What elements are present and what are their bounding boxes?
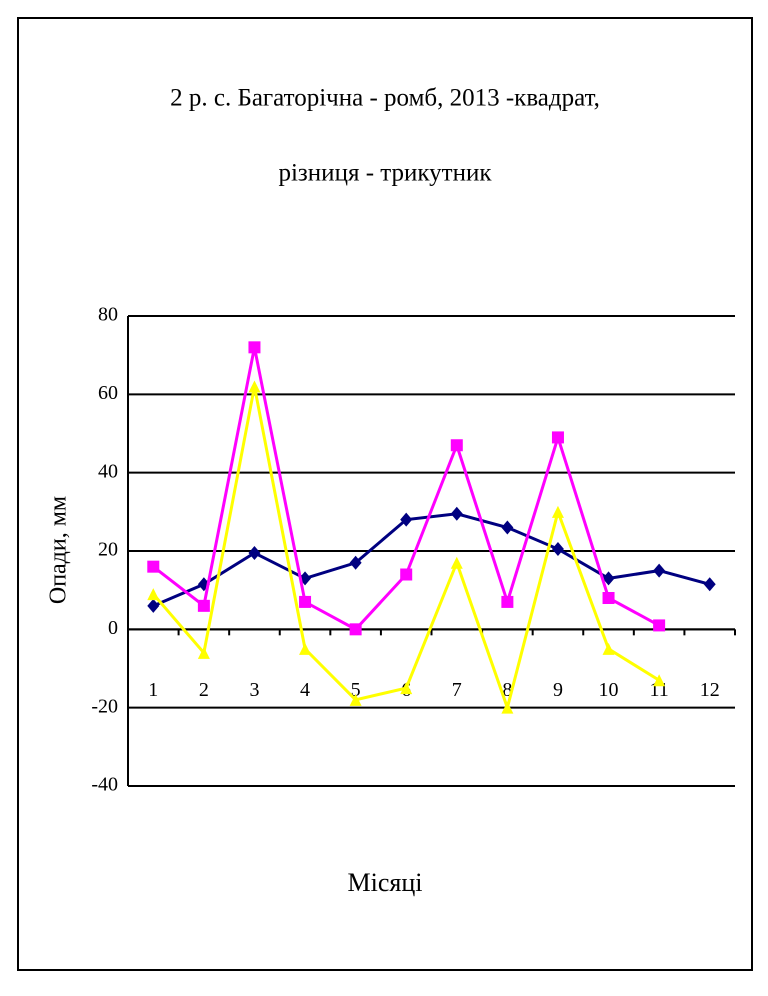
- x-tick-label: 8: [502, 679, 512, 701]
- y-tick-label: -40: [91, 774, 118, 796]
- marker: [602, 592, 615, 604]
- x-tick-label: 7: [452, 679, 462, 701]
- marker: [501, 701, 514, 714]
- x-tick-label: 9: [553, 679, 563, 701]
- marker: [400, 682, 413, 695]
- chart-frame: [17, 17, 753, 971]
- x-tick-label: 3: [249, 679, 259, 701]
- marker: [501, 520, 514, 535]
- x-tick-label: 1: [148, 679, 158, 701]
- y-axis-title: Опади, мм: [46, 496, 72, 604]
- marker: [349, 623, 362, 636]
- marker: [147, 598, 160, 613]
- x-tick-label: 10: [599, 679, 619, 701]
- y-tick-label: 60: [98, 382, 118, 404]
- y-tick-label: 20: [98, 539, 118, 561]
- marker: [450, 506, 463, 521]
- marker: [349, 555, 362, 570]
- marker: [501, 595, 514, 608]
- marker: [551, 505, 564, 518]
- marker: [248, 341, 261, 354]
- chart-title: 2 р. с. Багаторічна - ромб, 2013 -квадра…: [170, 85, 600, 112]
- marker: [349, 693, 362, 706]
- marker: [653, 674, 666, 687]
- marker: [299, 595, 312, 608]
- series-line: [152, 512, 711, 608]
- y-tick-label: 40: [98, 460, 118, 482]
- marker: [147, 588, 160, 601]
- marker: [197, 599, 210, 612]
- marker: [653, 563, 666, 578]
- x-tick-label: 5: [351, 679, 361, 701]
- marker: [450, 556, 463, 569]
- marker: [551, 542, 564, 557]
- marker: [703, 577, 716, 592]
- marker: [197, 646, 210, 659]
- y-tick-label: 0: [108, 617, 118, 639]
- marker: [299, 642, 312, 655]
- y-tick-label: 80: [98, 304, 118, 326]
- x-axis-title: Місяці: [348, 868, 423, 897]
- marker: [248, 380, 261, 393]
- x-tick-label: 12: [700, 679, 720, 701]
- marker: [450, 439, 463, 452]
- marker: [602, 642, 615, 655]
- y-tick-label: -20: [91, 695, 118, 717]
- marker: [551, 431, 564, 444]
- x-tick-label: 2: [199, 679, 209, 701]
- marker: [602, 571, 615, 586]
- marker: [653, 619, 666, 632]
- marker: [400, 568, 413, 581]
- marker: [248, 545, 261, 560]
- marker: [400, 512, 413, 527]
- marker: [147, 560, 160, 573]
- chart-title: різниця - трикутник: [278, 160, 492, 187]
- x-tick-label: 4: [300, 679, 310, 701]
